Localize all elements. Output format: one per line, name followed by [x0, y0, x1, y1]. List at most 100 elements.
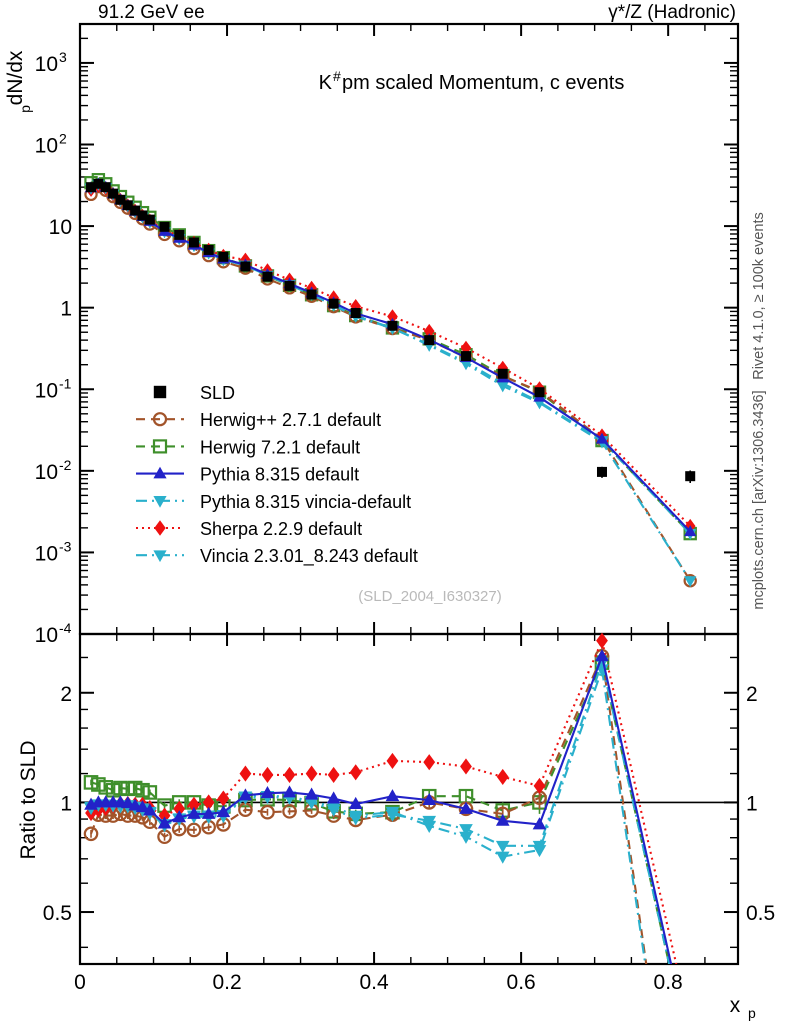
data-point-triangle-down — [348, 813, 363, 826]
main-y-tick-label: 10 — [49, 216, 72, 239]
data-point-square-open — [113, 780, 128, 796]
data-point-triangle-up — [304, 787, 319, 800]
data-point-diamond — [173, 800, 186, 817]
data-point-square — [174, 229, 185, 240]
data-point-diamond — [261, 766, 274, 783]
data-point-circle — [260, 804, 275, 820]
main-y-tick-exponent: -4 — [59, 620, 72, 636]
main-y-tick-label: 10 — [35, 135, 58, 158]
plot-title: K # pm scaled Momentum, c events — [319, 68, 625, 94]
data-point-square — [218, 251, 229, 262]
plot-title-superscript: # — [333, 68, 341, 84]
data-point-square — [115, 194, 126, 205]
data-point-triangle-up — [348, 796, 363, 809]
data-point-triangle-up — [238, 788, 253, 801]
x-tick-label: 0.6 — [507, 971, 536, 994]
data-point-square — [328, 298, 339, 309]
data-point-square — [596, 466, 607, 477]
data-point-circle — [282, 804, 297, 819]
data-point-square — [387, 320, 398, 331]
ratio-plot-frame — [78, 632, 740, 966]
data-point-triangle-up — [422, 792, 437, 806]
data-point-square — [460, 351, 471, 362]
data-point-triangle-down — [495, 840, 510, 853]
main-y-axis-label-sub: p — [17, 105, 33, 113]
data-point-diamond — [386, 752, 399, 769]
main-y-tick-label: 10 — [35, 542, 58, 565]
data-point-square-open — [98, 780, 114, 795]
main-y-tick-label: 10 — [35, 379, 58, 402]
legend-item[interactable]: Pythia 8.315 default — [136, 465, 359, 485]
data-point-square — [497, 368, 508, 379]
x-tick-label: 0 — [74, 971, 86, 994]
legend-marker-square — [153, 385, 167, 399]
legend-item[interactable]: Herwig 7.2.1 default — [136, 437, 360, 457]
data-point-square — [122, 200, 133, 211]
data-point-diamond — [497, 360, 509, 376]
data-point-triangle-down — [422, 815, 437, 828]
data-point-square-open — [127, 780, 143, 796]
rivet-version-label: Rivet 4.1.0, ≥ 100k events — [751, 212, 767, 380]
main-y-tick-exponent: 2 — [59, 131, 67, 147]
data-point-circle — [186, 822, 202, 838]
main-y-tick-label: 10 — [35, 624, 58, 647]
data-point-triangle-up — [157, 816, 172, 829]
ratio-y-tick-label: 0.5 — [746, 902, 775, 925]
data-point-square — [93, 178, 104, 189]
ratio-y-tick-label: 1 — [60, 792, 72, 815]
data-point-square — [188, 237, 199, 248]
mcplots-reference-label: mcplots.cern.ch [arXiv:1306.3436] — [751, 390, 767, 609]
legend-marker-triangle-down — [153, 496, 167, 508]
plot-title-rest: pm scaled Momentum, c events — [342, 72, 624, 94]
data-point-diamond — [349, 764, 362, 781]
legend-label: Herwig 7.2.1 default — [200, 437, 360, 457]
data-point-triangle-up — [187, 806, 201, 819]
x-axis-label-text: x — [730, 994, 741, 1017]
data-point-square-open — [135, 782, 150, 798]
legend-item[interactable]: Sherpa 2.2.9 default — [136, 519, 362, 539]
data-point-square-open — [120, 781, 136, 797]
data-point-diamond — [496, 768, 509, 785]
data-point-triangle-down — [326, 804, 341, 817]
data-point-diamond — [239, 765, 252, 782]
legend-item[interactable]: SLD — [153, 383, 235, 403]
ratio-y-tick-label: 1 — [746, 792, 758, 815]
main-y-tick-exponent: 3 — [59, 49, 67, 65]
data-point-triangle-down — [304, 797, 319, 810]
header-left-label: 91.2 GeV ee — [98, 2, 205, 23]
x-tick-label: 0.2 — [212, 971, 241, 994]
data-point-diamond — [305, 765, 318, 782]
data-point-square — [424, 335, 435, 346]
ratio-y-tick-label: 2 — [60, 683, 72, 706]
legend: SLD Herwig++ 2.7.1 default Herwig 7.2.1 de… — [136, 383, 418, 567]
data-point-triangle-up — [201, 806, 216, 819]
data-point-square — [86, 182, 97, 193]
main-y-tick-label: 1 — [60, 298, 72, 321]
data-point-diamond — [423, 754, 436, 771]
main-y-tick-exponent: -2 — [59, 457, 72, 473]
data-point-square — [284, 280, 295, 291]
data-point-square — [130, 205, 141, 216]
ratio-y-tick-label: 0.5 — [43, 902, 72, 925]
data-point-triangle-up — [495, 813, 510, 826]
ratio-y-tick-label: 2 — [746, 683, 758, 706]
legend-item[interactable]: Vincia 2.3.01_8.243 default — [136, 546, 418, 567]
data-point-circle — [83, 826, 99, 842]
data-point-diamond — [202, 794, 215, 811]
data-point-diamond — [283, 766, 296, 783]
legend-label: Sherpa 2.2.9 default — [200, 519, 362, 539]
data-point-diamond — [188, 796, 200, 813]
legend-item[interactable]: Pythia 8.315 vincia-default — [136, 492, 411, 512]
legend-item[interactable]: Herwig++ 2.7.1 default — [136, 410, 381, 430]
data-point-triangle-up — [143, 803, 157, 816]
data-point-square — [108, 188, 119, 199]
data-point-triangle-up — [260, 786, 275, 799]
main-y-tick-exponent: -1 — [59, 375, 72, 391]
data-point-triangle-down — [459, 831, 473, 844]
data-point-square — [159, 221, 170, 232]
data-point-square — [306, 289, 317, 300]
data-point-square — [262, 271, 273, 282]
data-point-diamond — [533, 777, 546, 794]
